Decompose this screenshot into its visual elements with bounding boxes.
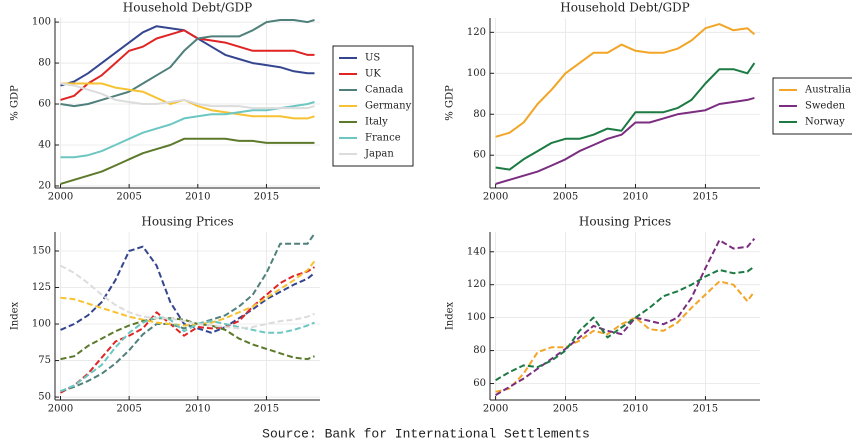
legend-label: Japan (364, 149, 394, 160)
series-line (495, 23, 756, 138)
y-tick-label: 40 (38, 139, 51, 150)
y-tick-label: 120 (467, 279, 486, 290)
x-tick-label: 2005 (553, 192, 578, 203)
x-tick-label: 2000 (483, 404, 508, 415)
legend-label: France (365, 133, 401, 144)
legend-label: Sweden (805, 101, 846, 112)
y-axis-label: Index (445, 301, 456, 330)
series-line (60, 29, 315, 101)
y-tick-label: 20 (38, 180, 51, 191)
y-tick-label: 120 (467, 27, 486, 38)
y-tick-label: 100 (32, 319, 51, 330)
x-tick-label: 2000 (48, 404, 73, 415)
x-tick-label: 2010 (185, 192, 210, 203)
series-line (60, 232, 316, 393)
legend-label: Germany (365, 101, 412, 112)
series-line (60, 266, 316, 394)
legend-label: Norway (805, 117, 845, 128)
y-tick-label: 100 (467, 312, 486, 323)
source-note: Source: Bank for International Settlemen… (262, 426, 590, 441)
y-tick-label: 100 (32, 17, 51, 28)
y-axis-label: Index (10, 301, 21, 330)
x-tick-label: 2010 (623, 192, 648, 203)
y-tick-label: 125 (32, 282, 51, 293)
series-line (60, 137, 315, 185)
series-line (60, 101, 315, 159)
y-tick-label: 80 (38, 58, 51, 69)
y-tick-label: 150 (32, 245, 51, 256)
y-tick-label: 60 (473, 378, 486, 389)
x-tick-label: 2015 (254, 192, 279, 203)
series-line (60, 315, 315, 393)
x-tick-label: 2005 (116, 404, 141, 415)
legend-label: UK (365, 69, 381, 80)
y-tick-label: 100 (467, 68, 486, 79)
x-tick-label: 2000 (483, 192, 508, 203)
series-line (495, 237, 756, 396)
series-line (60, 264, 315, 330)
y-axis-label: % GDP (10, 85, 21, 121)
y-tick-label: 75 (38, 355, 51, 366)
legend-label: US (365, 53, 380, 64)
x-tick-label: 2015 (693, 192, 718, 203)
series-line (60, 19, 315, 108)
series-line (60, 260, 316, 327)
series-line (495, 62, 756, 171)
x-tick-label: 2005 (553, 404, 578, 415)
x-tick-label: 2000 (48, 192, 73, 203)
x-tick-label: 2010 (185, 404, 210, 415)
legend-label: Canada (365, 85, 403, 96)
series-line (495, 265, 755, 382)
chart-title: Household Debt/GDP (560, 1, 690, 15)
x-tick-label: 2015 (254, 404, 279, 415)
x-tick-label: 2010 (623, 404, 648, 415)
legend-label: Italy (365, 117, 388, 128)
series-line (60, 82, 315, 120)
chart-title: Housing Prices (141, 215, 233, 229)
x-tick-label: 2005 (116, 192, 141, 203)
y-tick-label: 80 (473, 109, 486, 120)
y-tick-label: 80 (473, 345, 486, 356)
y-tick-label: 50 (38, 392, 51, 403)
y-tick-label: 60 (473, 150, 486, 161)
legend-label: Australia (804, 85, 851, 96)
chart-title: Housing Prices (579, 215, 671, 229)
chart-title: Household Debt/GDP (123, 1, 253, 15)
series-line (60, 82, 315, 110)
y-tick-label: 60 (38, 99, 51, 110)
series-line (495, 96, 755, 185)
y-axis-label: % GDP (445, 85, 456, 121)
series-line (495, 280, 756, 393)
x-tick-label: 2015 (693, 404, 718, 415)
y-tick-label: 140 (467, 246, 486, 257)
